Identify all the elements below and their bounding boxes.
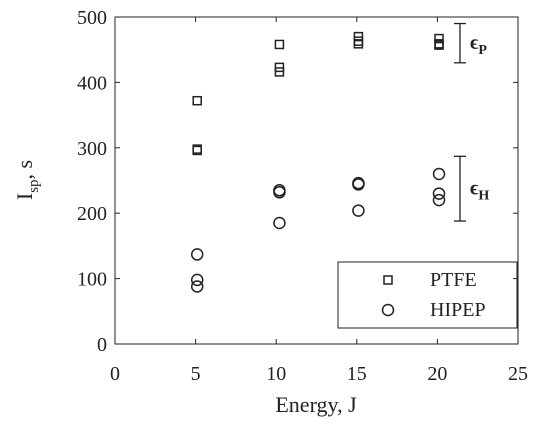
y-tick-label: 200 — [77, 203, 107, 225]
y-tick-label: 300 — [77, 138, 107, 160]
x-tick-label: 20 — [427, 363, 447, 385]
y-label-sub: sp — [26, 179, 42, 192]
point — [274, 39, 285, 50]
y-tick-label: 0 — [97, 334, 107, 356]
range-sub: P — [478, 43, 487, 58]
point — [190, 280, 204, 293]
legend-label: HIPEP — [430, 299, 486, 321]
range-symbol: ϵ — [470, 32, 479, 54]
y-axis-label-text: Isp, s — [12, 160, 42, 200]
point — [192, 145, 202, 156]
point — [352, 178, 365, 191]
point — [190, 273, 204, 287]
legend: PTFE HIPEP — [337, 261, 518, 329]
x-axis-label: Energy, J — [275, 392, 357, 417]
range-label: ϵH — [470, 178, 489, 204]
legend-marker — [383, 275, 393, 285]
x-tick-label: 10 — [266, 363, 286, 385]
point — [434, 33, 444, 44]
plot-frame — [114, 16, 519, 345]
point — [352, 204, 365, 217]
range-symbol: ϵ — [470, 178, 479, 200]
point — [353, 39, 364, 49]
point — [192, 95, 202, 106]
legend-label: PTFE — [430, 269, 477, 291]
legend-marker — [381, 303, 395, 317]
x-tick-label: 25 — [508, 363, 528, 385]
point — [432, 187, 446, 200]
y-tick-label: 500 — [77, 7, 107, 29]
y-tick-label: 400 — [77, 72, 107, 94]
range-label: ϵP — [470, 32, 487, 58]
y-label-rest: , s — [12, 160, 37, 180]
x-tick-label: 0 — [110, 363, 120, 385]
point — [273, 186, 286, 199]
y-label-main: I — [12, 193, 37, 200]
point — [432, 167, 446, 181]
point — [432, 193, 446, 207]
y-axis-label: Isp, s — [12, 160, 42, 200]
y-tick-label: 100 — [77, 269, 107, 291]
point — [273, 216, 286, 230]
x-tick-label: 5 — [191, 363, 201, 385]
range-sub: H — [478, 189, 489, 204]
point — [434, 40, 444, 50]
x-tick-label: 15 — [347, 363, 367, 385]
point — [274, 67, 285, 77]
point — [190, 248, 204, 261]
legend-box — [337, 261, 518, 329]
